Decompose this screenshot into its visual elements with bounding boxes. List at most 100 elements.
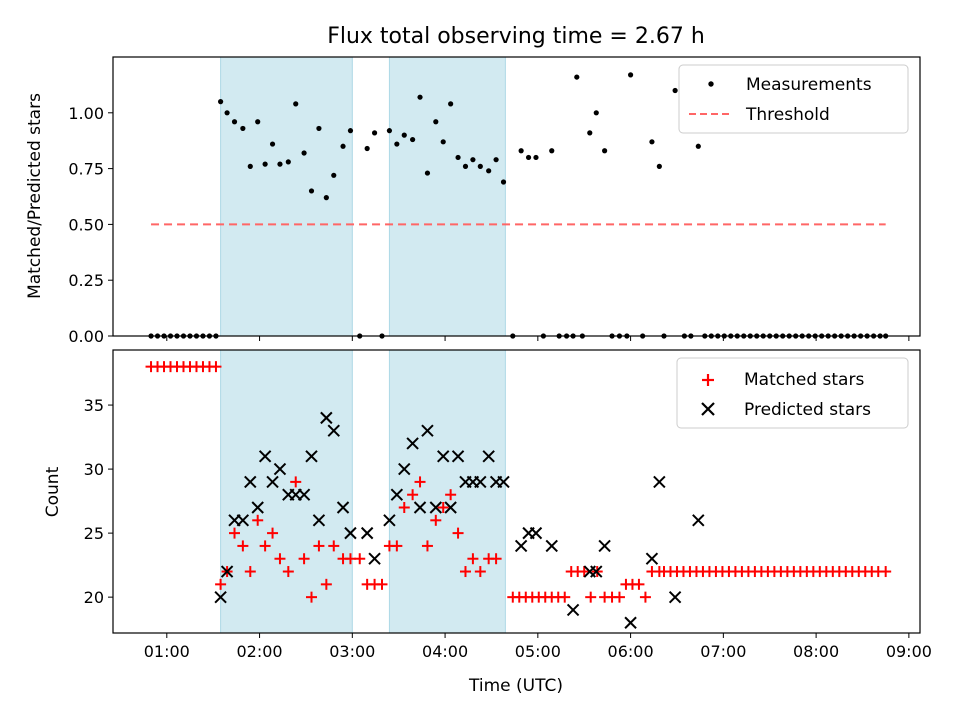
matched-star-point	[328, 540, 340, 552]
predicted-star-point	[598, 539, 611, 553]
predicted-star-point	[653, 475, 666, 489]
measurement-point	[593, 110, 599, 116]
measurement-point	[656, 163, 662, 169]
measurement-point	[316, 125, 322, 132]
matched-star-point	[880, 566, 892, 578]
y-tick-label: 30	[84, 460, 104, 479]
legend-threshold-label: Threshold	[745, 105, 830, 125]
predicted-star-point	[437, 450, 450, 463]
measurement-point	[493, 157, 499, 163]
bottom-panel: 01:00 02:00 03:00 04:00 05:00 06:00 07:00 08:00…	[43, 349, 932, 696]
measurement-point	[277, 161, 283, 167]
predicted-star-point	[336, 501, 350, 514]
y-tick-label: 25	[84, 524, 104, 543]
predicted-star-point	[390, 488, 404, 501]
measurement-point	[448, 101, 454, 107]
top-x-ticks	[166, 336, 910, 341]
predicted-star-point	[482, 450, 495, 463]
bottom-legend-box	[676, 357, 909, 429]
shaded-interval	[220, 56, 353, 337]
top-y-axis-label: Matched/Predicted stars	[25, 93, 45, 299]
measurement-point	[262, 161, 268, 167]
measurement-point	[255, 119, 261, 125]
measurement-point	[627, 72, 634, 78]
matched-star-point	[467, 553, 479, 565]
matched-star-point	[306, 591, 318, 603]
measurement-point	[549, 148, 555, 154]
measurement-point	[269, 141, 276, 147]
matched-star-point	[313, 540, 325, 552]
predicted-star-point	[236, 514, 250, 527]
predicted-star-point	[645, 552, 659, 565]
predicted-star-point	[624, 616, 637, 629]
top-axes-frame	[112, 56, 921, 337]
measurement-point	[301, 150, 307, 156]
measurement-point	[440, 139, 446, 145]
x-tick-label: 03:00	[329, 642, 375, 661]
bottom-y-axis-label: Count	[43, 466, 63, 517]
predicted-star-point	[214, 590, 227, 604]
matched-star-point	[259, 540, 271, 552]
predicted-star-point	[444, 501, 457, 514]
measurement-point	[364, 145, 370, 152]
y-tick-label: 1.00	[68, 104, 104, 123]
y-tick-label: 20	[84, 588, 104, 607]
legend-measurements-label: Measurements	[746, 75, 872, 95]
measurement-point	[224, 110, 230, 116]
legend-matched-label: Matched stars	[744, 370, 864, 390]
measurement-point	[424, 170, 431, 176]
matched-star-point	[376, 578, 388, 590]
x-tick-label: 05:00	[515, 642, 561, 661]
measurement-point	[386, 128, 393, 134]
matched-star-point	[613, 591, 625, 603]
predicted-star-point	[360, 526, 374, 540]
matched-star-point	[320, 578, 332, 590]
y-tick-label: 35	[84, 396, 104, 415]
measurement-point	[518, 148, 524, 154]
matched-star-point	[585, 591, 597, 603]
legend-matched-marker	[702, 374, 714, 386]
x-tick-label: 02:00	[237, 642, 283, 661]
predicted-star-point	[692, 514, 705, 527]
predicted-star-point	[244, 475, 257, 489]
predicted-star-point	[251, 501, 264, 514]
measurement-point	[323, 195, 329, 201]
bottom-legend: Matched stars Predicted stars	[676, 357, 909, 429]
matched-star-point	[437, 502, 449, 514]
matched-star-point	[290, 476, 302, 488]
predicted-star-point	[429, 501, 443, 514]
matched-star-point	[244, 566, 256, 578]
matched-star-point	[459, 566, 471, 578]
bottom-y-ticks: 20 25 30 35	[84, 396, 113, 607]
measurement-point	[477, 163, 483, 169]
matched-star-point	[282, 566, 294, 578]
measurement-point	[525, 154, 532, 161]
measurement-point	[410, 136, 416, 143]
top-shaded-intervals	[220, 56, 506, 337]
x-tick-label: 01:00	[144, 642, 190, 661]
legend-measurements-marker	[708, 81, 714, 87]
predicted-star-point	[474, 475, 487, 489]
predicted-star-point	[545, 539, 558, 553]
predicted-star-point	[398, 462, 411, 476]
measurement-point	[672, 87, 678, 94]
matched-star-point	[354, 553, 366, 565]
predicted-star-point	[266, 475, 279, 489]
matched-star-point	[344, 553, 356, 565]
bottom-axes-frame	[112, 349, 921, 634]
predicted-star-point	[529, 526, 543, 540]
matched-star-point	[452, 527, 464, 539]
predicted-star-point	[451, 450, 465, 463]
count-series	[145, 361, 892, 629]
measurement-point	[247, 163, 253, 169]
measurement-point	[340, 143, 346, 149]
predicted-star-point	[320, 411, 333, 425]
matched-star-point	[210, 361, 222, 373]
top-legend: Measurements Threshold	[678, 64, 909, 134]
matched-star-point	[391, 540, 403, 552]
measurement-point	[285, 159, 291, 165]
predicted-star-point	[258, 450, 272, 463]
matched-star-point	[430, 514, 442, 526]
predicted-star-point	[497, 475, 510, 489]
matched-star-point	[237, 540, 249, 552]
